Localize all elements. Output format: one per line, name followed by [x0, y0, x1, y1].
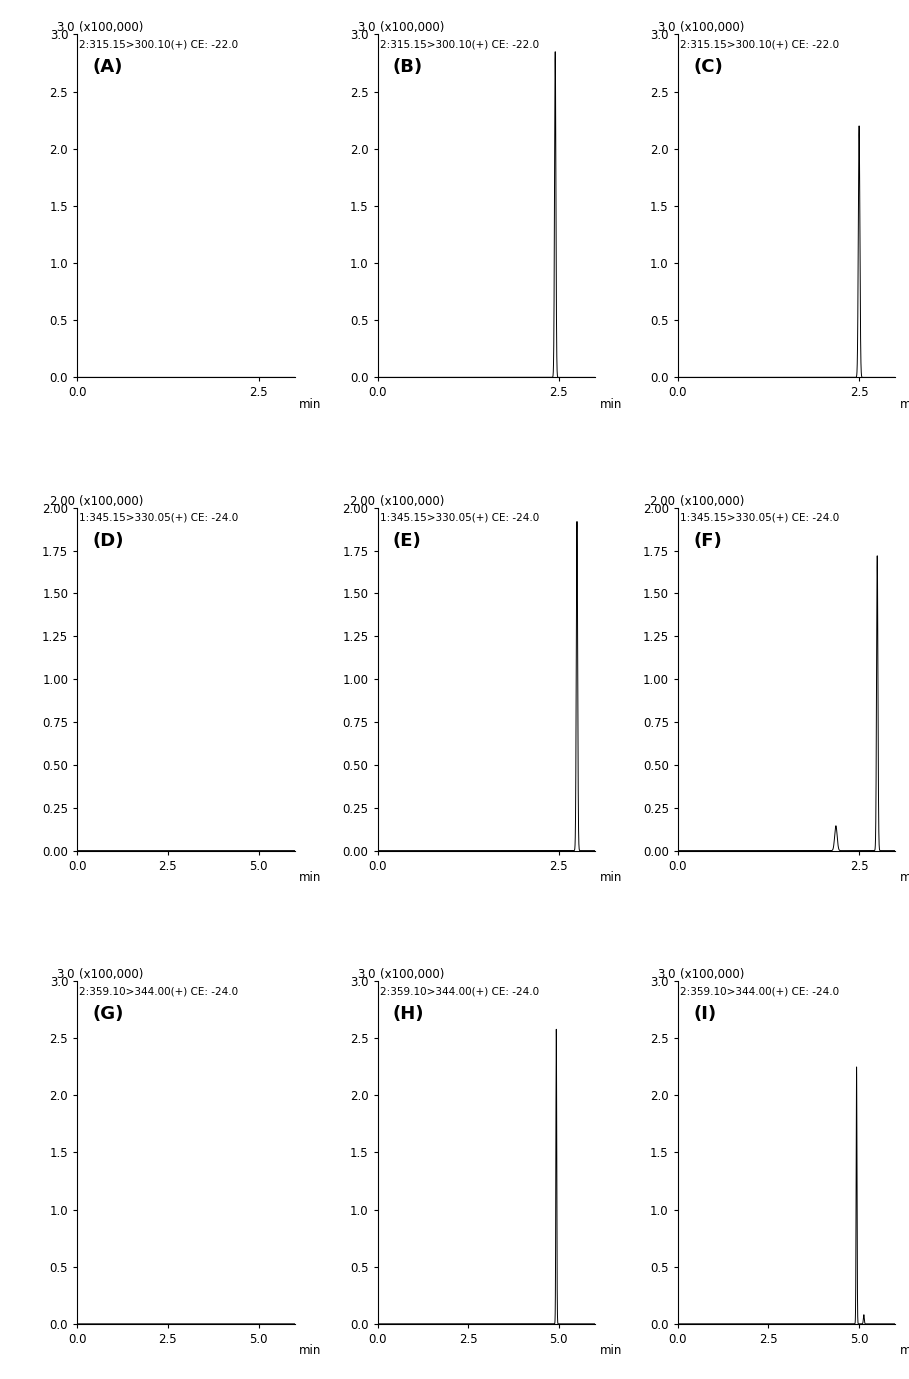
Text: (x100,000): (x100,000) — [79, 968, 144, 980]
Text: 2.00: 2.00 — [49, 495, 75, 507]
Text: 3.0: 3.0 — [657, 22, 675, 34]
Text: (E): (E) — [393, 532, 422, 550]
Text: (B): (B) — [393, 58, 423, 76]
Text: min: min — [900, 399, 909, 411]
Text: (x100,000): (x100,000) — [380, 22, 445, 34]
Text: 3.0: 3.0 — [56, 968, 75, 980]
Text: (x100,000): (x100,000) — [680, 495, 744, 507]
Text: 2:359.10>344.00(+) CE: -24.0: 2:359.10>344.00(+) CE: -24.0 — [680, 986, 839, 996]
Text: (C): (C) — [693, 58, 723, 76]
Text: (G): (G) — [93, 1005, 124, 1023]
Text: 1:345.15>330.05(+) CE: -24.0: 1:345.15>330.05(+) CE: -24.0 — [380, 513, 539, 523]
Text: (D): (D) — [93, 532, 124, 550]
Text: 2.00: 2.00 — [349, 495, 375, 507]
Text: (F): (F) — [693, 532, 722, 550]
Text: 1:345.15>330.05(+) CE: -24.0: 1:345.15>330.05(+) CE: -24.0 — [680, 513, 839, 523]
Text: min: min — [900, 872, 909, 884]
Text: (x100,000): (x100,000) — [380, 968, 445, 980]
Text: 2:359.10>344.00(+) CE: -24.0: 2:359.10>344.00(+) CE: -24.0 — [380, 986, 539, 996]
Text: 2:359.10>344.00(+) CE: -24.0: 2:359.10>344.00(+) CE: -24.0 — [79, 986, 238, 996]
Text: min: min — [299, 872, 322, 884]
Text: min: min — [900, 1345, 909, 1357]
Text: (x100,000): (x100,000) — [380, 495, 445, 507]
Text: (x100,000): (x100,000) — [79, 22, 144, 34]
Text: 2:315.15>300.10(+) CE: -22.0: 2:315.15>300.10(+) CE: -22.0 — [79, 40, 238, 50]
Text: (A): (A) — [93, 58, 123, 76]
Text: 2:315.15>300.10(+) CE: -22.0: 2:315.15>300.10(+) CE: -22.0 — [680, 40, 839, 50]
Text: 2.00: 2.00 — [650, 495, 675, 507]
Text: (x100,000): (x100,000) — [680, 968, 744, 980]
Text: (x100,000): (x100,000) — [680, 22, 744, 34]
Text: min: min — [599, 1345, 622, 1357]
Text: 2:315.15>300.10(+) CE: -22.0: 2:315.15>300.10(+) CE: -22.0 — [380, 40, 539, 50]
Text: 3.0: 3.0 — [56, 22, 75, 34]
Text: 3.0: 3.0 — [357, 22, 375, 34]
Text: 1:345.15>330.05(+) CE: -24.0: 1:345.15>330.05(+) CE: -24.0 — [79, 513, 239, 523]
Text: min: min — [599, 872, 622, 884]
Text: 3.0: 3.0 — [657, 968, 675, 980]
Text: min: min — [299, 1345, 322, 1357]
Text: (x100,000): (x100,000) — [79, 495, 144, 507]
Text: (H): (H) — [393, 1005, 425, 1023]
Text: min: min — [299, 399, 322, 411]
Text: 3.0: 3.0 — [357, 968, 375, 980]
Text: (I): (I) — [693, 1005, 716, 1023]
Text: min: min — [599, 399, 622, 411]
